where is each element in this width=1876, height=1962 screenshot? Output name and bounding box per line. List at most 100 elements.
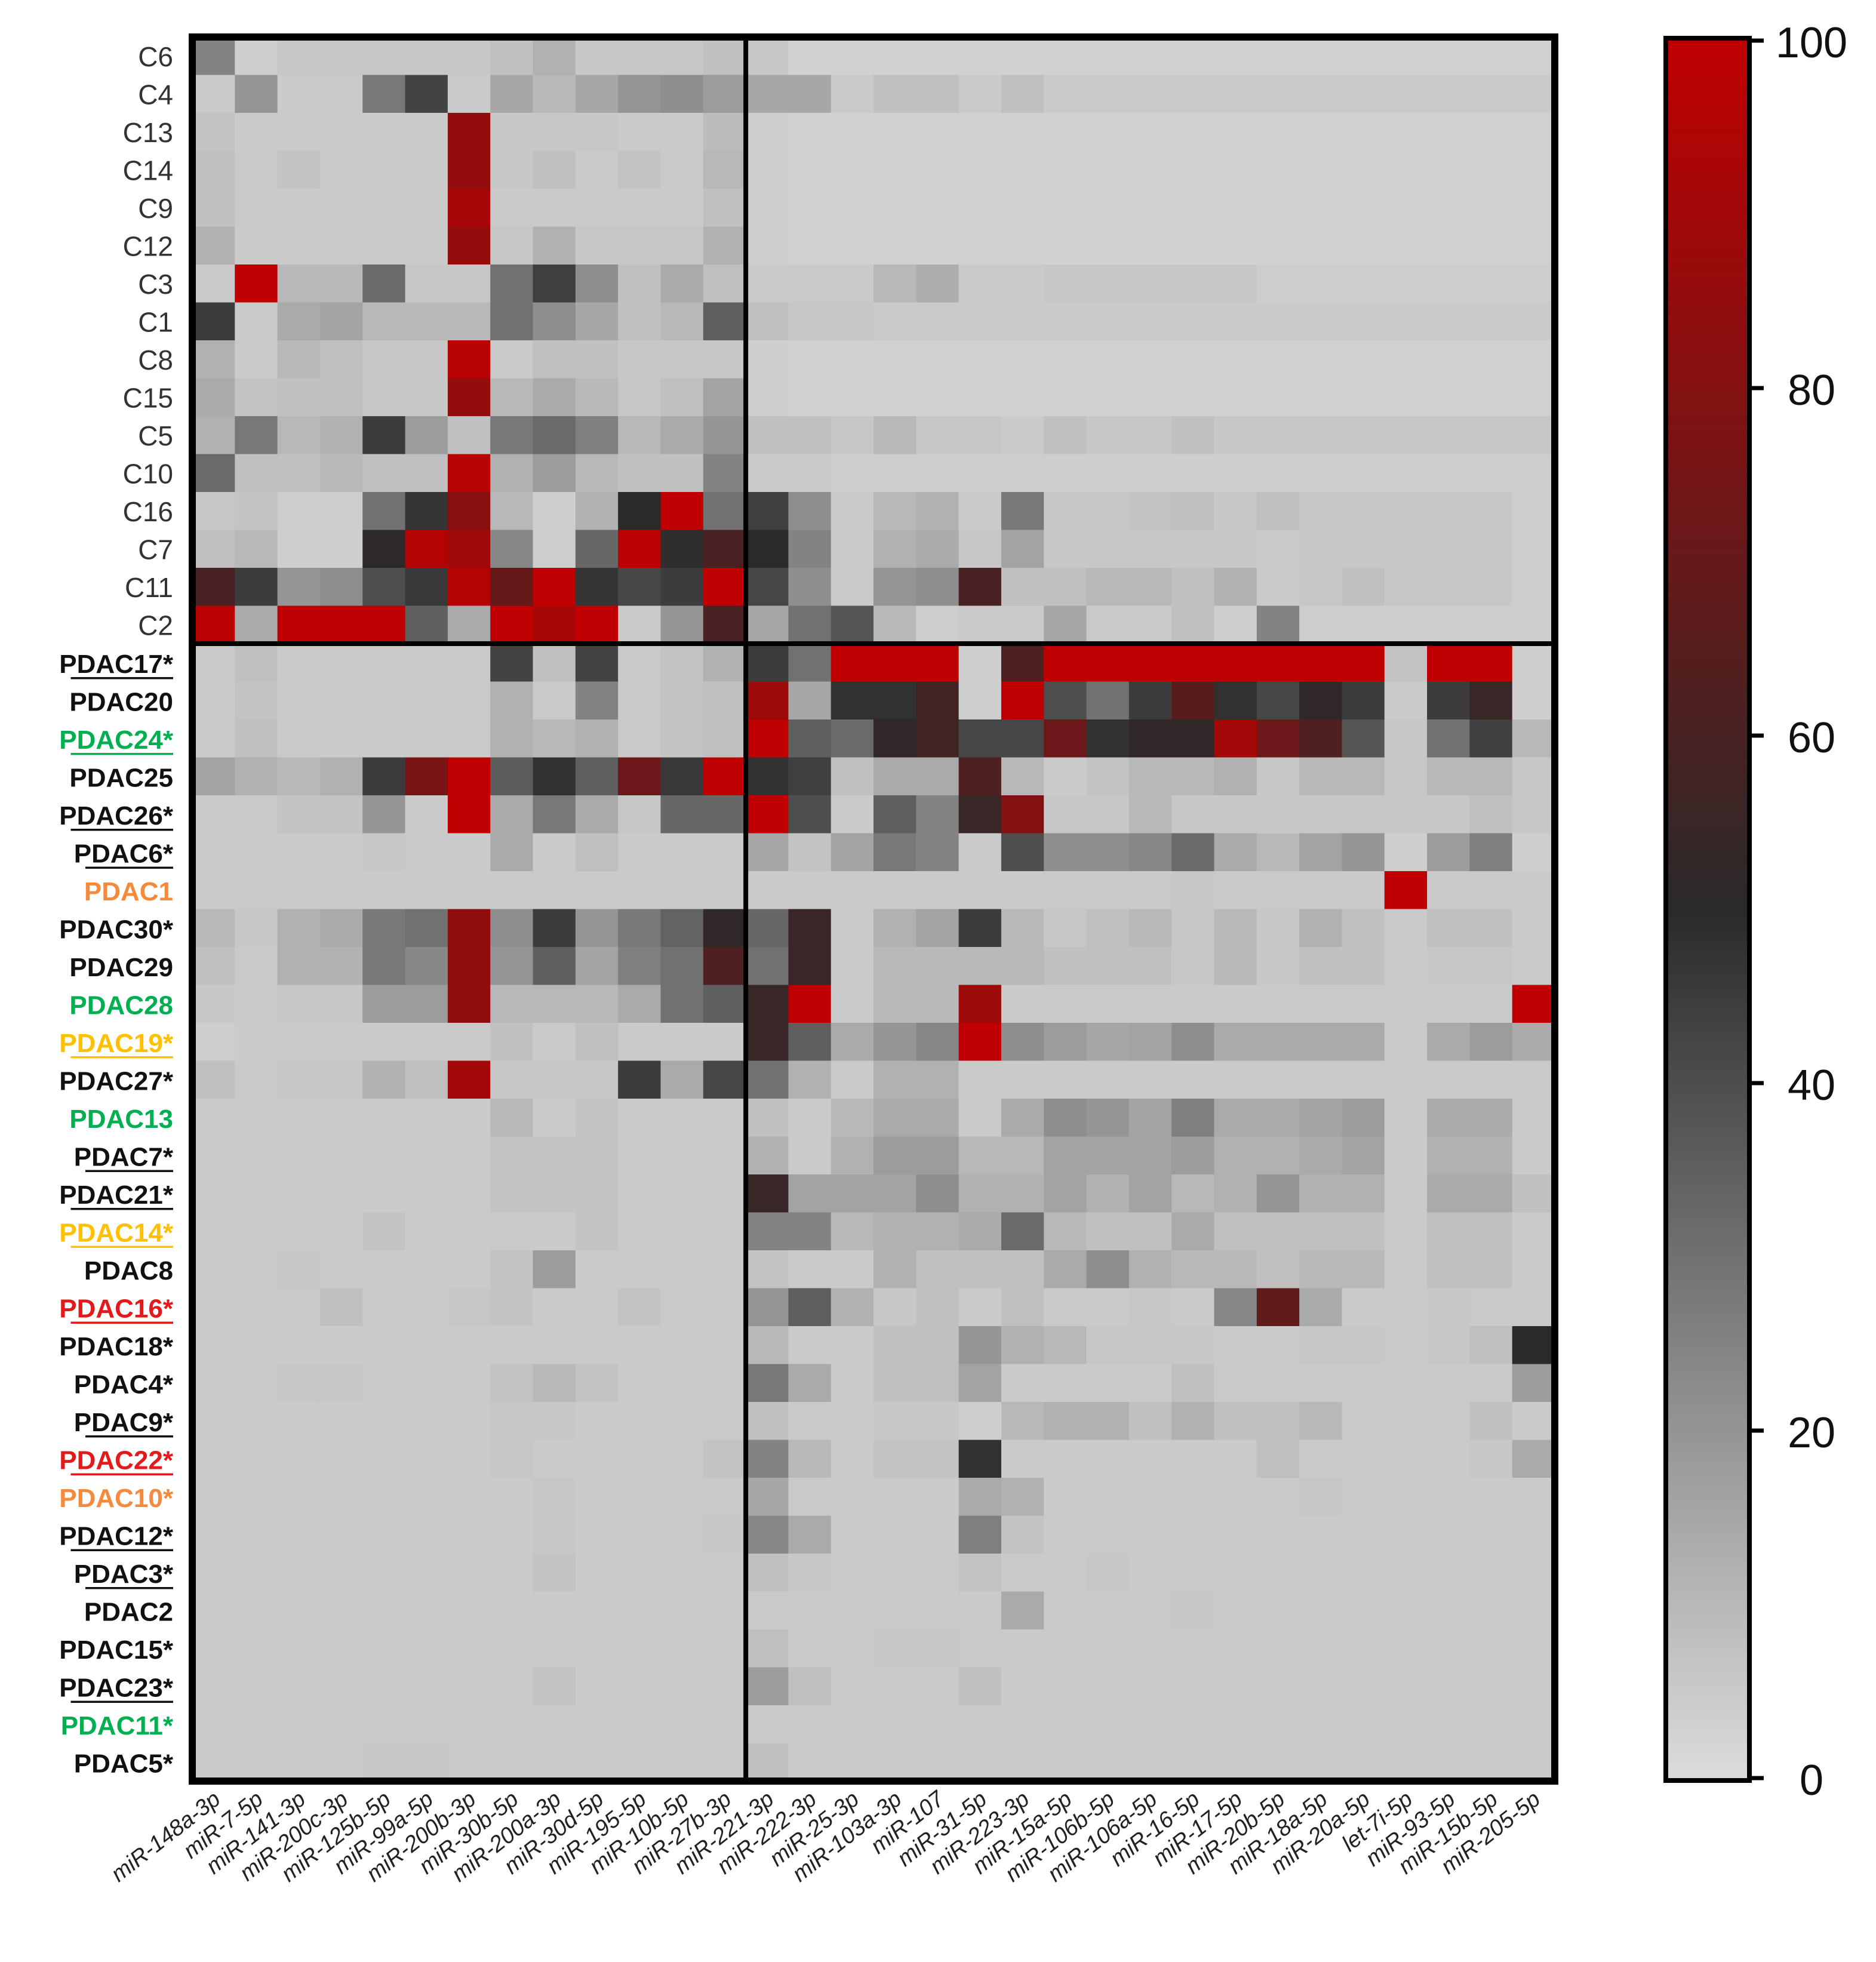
heatmap-cell [192, 1515, 235, 1554]
heatmap-cell [235, 454, 278, 493]
heatmap-cell [235, 568, 278, 607]
heatmap-cell [1427, 1440, 1470, 1478]
heatmap-cell [192, 681, 235, 720]
heatmap-cell [1427, 947, 1470, 986]
heatmap-cell [958, 605, 1002, 644]
heatmap-cell [958, 265, 1002, 303]
heatmap-cell [874, 1705, 917, 1744]
heatmap-cell [1342, 378, 1385, 417]
heatmap-cell [447, 644, 491, 682]
heatmap-cell [874, 189, 917, 227]
heatmap-cell [1256, 1705, 1300, 1744]
heatmap-cell [319, 340, 363, 379]
heatmap-cell [362, 757, 406, 796]
heatmap-cell [575, 757, 619, 796]
heatmap-cell [405, 1402, 448, 1441]
heatmap-cell [703, 719, 746, 758]
heatmap-cell [405, 1515, 448, 1554]
heatmap-cell [235, 1023, 278, 1062]
heatmap-cell [703, 1060, 746, 1099]
heatmap-cell [1171, 1250, 1215, 1289]
heatmap-cell [958, 1591, 1002, 1630]
heatmap-cell [1299, 492, 1343, 531]
heatmap-cell [1086, 1023, 1130, 1062]
row-label: PDAC16* [59, 1294, 174, 1323]
heatmap-cell [831, 1743, 874, 1782]
heatmap-cell [1342, 150, 1385, 189]
heatmap-cell [1001, 605, 1044, 644]
heatmap-cell [1512, 1364, 1555, 1403]
heatmap-cell [831, 568, 874, 607]
heatmap-cell [319, 1515, 363, 1554]
heatmap-cell [660, 1174, 704, 1213]
heatmap-cell [1342, 1174, 1385, 1213]
heatmap-cell [788, 75, 832, 113]
heatmap-cell [1342, 1705, 1385, 1744]
heatmap-cell [958, 530, 1002, 568]
heatmap-cell [277, 947, 321, 986]
heatmap-cell [533, 605, 576, 644]
heatmap-cell [1469, 1440, 1513, 1478]
heatmap-cell [362, 340, 406, 379]
heatmap-cell [1469, 492, 1513, 531]
heatmap-cell [1086, 1212, 1130, 1251]
heatmap-cell [618, 226, 662, 265]
heatmap-cell [660, 1060, 704, 1099]
heatmap-cell [490, 150, 534, 189]
heatmap-cell [1214, 795, 1257, 834]
heatmap-cell [1384, 75, 1428, 113]
heatmap-cell [1214, 871, 1257, 910]
heatmap-cell [1128, 833, 1172, 872]
heatmap-cell [1384, 1364, 1428, 1403]
heatmap-cell [1044, 681, 1087, 720]
heatmap-cell [405, 605, 448, 644]
heatmap-cell [618, 1591, 662, 1630]
heatmap-cell [958, 37, 1002, 76]
heatmap-cell [618, 378, 662, 417]
heatmap-cell [831, 681, 874, 720]
heatmap-cell [1171, 1288, 1215, 1327]
heatmap-cell [490, 226, 534, 265]
heatmap-cell [533, 492, 576, 531]
heatmap-cell [1469, 1364, 1513, 1403]
heatmap-cell [533, 1136, 576, 1175]
heatmap-cell [1086, 492, 1130, 531]
heatmap-cell [1214, 1212, 1257, 1251]
heatmap-cell [660, 530, 704, 568]
heatmap-cell [660, 378, 704, 417]
heatmap-cell [362, 454, 406, 493]
heatmap-cell [1342, 113, 1385, 152]
heatmap-cell [1001, 871, 1044, 910]
heatmap-cell [235, 681, 278, 720]
heatmap-cell [874, 568, 917, 607]
heatmap-cell [1427, 1515, 1470, 1554]
heatmap-cell [1214, 416, 1257, 455]
heatmap-cell [1001, 833, 1044, 872]
heatmap-cell [1384, 1478, 1428, 1517]
heatmap-cell [1384, 1250, 1428, 1289]
heatmap-cell [533, 416, 576, 455]
heatmap-cell [1384, 378, 1428, 417]
heatmap-cell [319, 1667, 363, 1706]
heatmap-cell [1469, 189, 1513, 227]
heatmap-cell [192, 416, 235, 455]
heatmap-cell [1001, 985, 1044, 1023]
heatmap-cell [703, 302, 746, 341]
heatmap-cell [1044, 1023, 1087, 1062]
heatmap-cell [533, 1667, 576, 1706]
heatmap-cell [703, 378, 746, 417]
heatmap-cell [192, 947, 235, 986]
heatmap-cell [660, 833, 704, 872]
heatmap-cell [831, 340, 874, 379]
heatmap-cell [235, 1174, 278, 1213]
heatmap-cell [1171, 757, 1215, 796]
heatmap-cell [1512, 378, 1555, 417]
heatmap-cell [405, 1591, 448, 1630]
heatmap-cell [1384, 795, 1428, 834]
heatmap-cell [362, 795, 406, 834]
heatmap-cell [1044, 985, 1087, 1023]
heatmap-cell [1256, 113, 1300, 152]
heatmap-cell [788, 833, 832, 872]
heatmap-cell [618, 492, 662, 531]
heatmap-cell [1384, 492, 1428, 531]
